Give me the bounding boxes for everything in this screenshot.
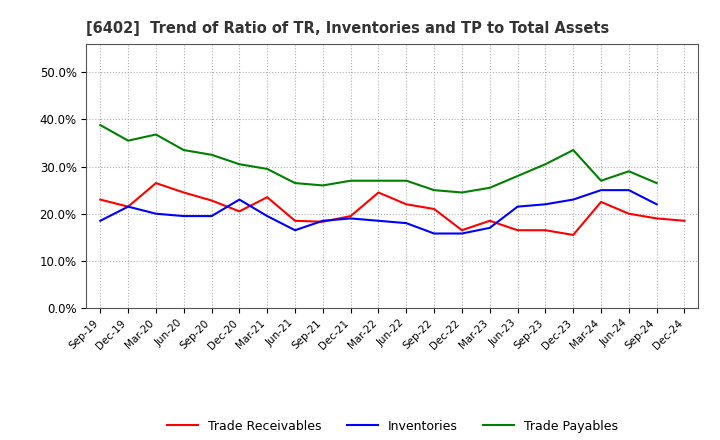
Inventories <box>318 218 327 224</box>
Trade Receivables <box>291 218 300 224</box>
Trade Payables <box>541 161 550 167</box>
Trade Receivables <box>458 227 467 233</box>
Trade Receivables <box>652 216 661 221</box>
Trade Payables <box>346 178 355 183</box>
Trade Payables <box>624 169 633 174</box>
Trade Payables <box>374 178 383 183</box>
Inventories <box>263 213 271 219</box>
Text: [6402]  Trend of Ratio of TR, Inventories and TP to Total Assets: [6402] Trend of Ratio of TR, Inventories… <box>86 21 610 36</box>
Inventories <box>124 204 132 209</box>
Trade Receivables <box>318 219 327 224</box>
Inventories <box>179 213 188 219</box>
Inventories <box>485 225 494 231</box>
Trade Receivables <box>541 227 550 233</box>
Inventories <box>624 187 633 193</box>
Inventories <box>235 197 243 202</box>
Inventories <box>430 231 438 236</box>
Inventories <box>458 231 467 236</box>
Trade Payables <box>291 180 300 186</box>
Trade Receivables <box>569 232 577 238</box>
Trade Receivables <box>680 218 689 224</box>
Trade Receivables <box>597 199 606 205</box>
Trade Receivables <box>179 190 188 195</box>
Trade Payables <box>458 190 467 195</box>
Trade Payables <box>318 183 327 188</box>
Inventories <box>652 202 661 207</box>
Inventories <box>96 218 104 224</box>
Line: Trade Receivables: Trade Receivables <box>100 183 685 235</box>
Trade Receivables <box>235 209 243 214</box>
Trade Payables <box>179 147 188 153</box>
Trade Receivables <box>430 206 438 212</box>
Trade Payables <box>402 178 410 183</box>
Trade Receivables <box>346 213 355 219</box>
Trade Receivables <box>124 204 132 209</box>
Inventories <box>374 218 383 224</box>
Trade Payables <box>597 178 606 183</box>
Line: Trade Payables: Trade Payables <box>100 125 657 193</box>
Inventories <box>402 220 410 226</box>
Trade Receivables <box>263 194 271 200</box>
Inventories <box>207 213 216 219</box>
Inventories <box>152 211 161 216</box>
Trade Receivables <box>402 202 410 207</box>
Trade Payables <box>430 187 438 193</box>
Inventories <box>597 187 606 193</box>
Trade Payables <box>207 152 216 158</box>
Trade Payables <box>513 173 522 179</box>
Inventories <box>513 204 522 209</box>
Trade Receivables <box>513 227 522 233</box>
Trade Receivables <box>485 218 494 224</box>
Inventories <box>569 197 577 202</box>
Line: Inventories: Inventories <box>100 190 657 234</box>
Trade Payables <box>96 122 104 128</box>
Inventories <box>291 227 300 233</box>
Trade Receivables <box>207 198 216 203</box>
Trade Receivables <box>152 180 161 186</box>
Trade Payables <box>235 161 243 167</box>
Trade Payables <box>124 138 132 143</box>
Inventories <box>541 202 550 207</box>
Trade Receivables <box>374 190 383 195</box>
Trade Payables <box>263 166 271 172</box>
Trade Payables <box>652 180 661 186</box>
Legend: Trade Receivables, Inventories, Trade Payables: Trade Receivables, Inventories, Trade Pa… <box>162 414 623 437</box>
Trade Payables <box>485 185 494 191</box>
Trade Payables <box>152 132 161 137</box>
Inventories <box>346 216 355 221</box>
Trade Receivables <box>96 197 104 202</box>
Trade Receivables <box>624 211 633 216</box>
Trade Payables <box>569 147 577 153</box>
